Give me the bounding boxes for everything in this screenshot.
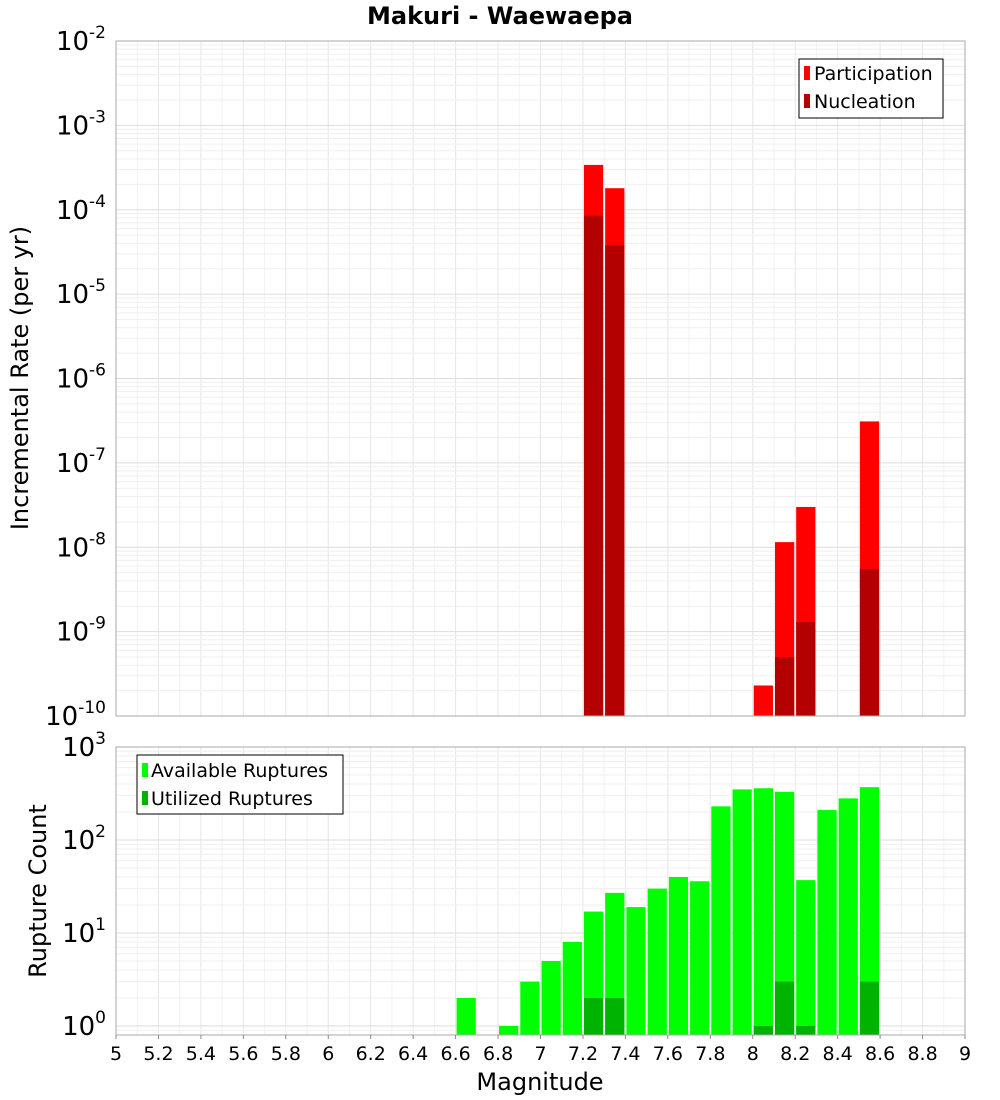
bottom-bar-available-ruptures xyxy=(774,791,795,1035)
bottom-bar-utilized-ruptures xyxy=(753,1025,773,1035)
bottom-bar-available-ruptures xyxy=(456,997,476,1035)
top-bar-nucleation xyxy=(583,215,604,717)
bottom-y-tick-label: 102 xyxy=(62,822,106,856)
available-ruptures-legend-swatch xyxy=(142,763,148,777)
top-bar-nucleation xyxy=(796,622,816,716)
top-bar-participation xyxy=(753,685,773,716)
utilized-ruptures-legend-label: Utilized Ruptures xyxy=(151,788,313,810)
bottom-bar-available-ruptures xyxy=(817,810,837,1035)
bottom-y-tick-label: 100 xyxy=(62,1008,106,1042)
top-y-tick-label: 10-9 xyxy=(56,614,106,648)
bottom-legend-box xyxy=(136,754,344,815)
bottom-bar-available-ruptures xyxy=(499,1025,519,1035)
bottom-bars xyxy=(456,787,880,1035)
participation-legend-swatch xyxy=(804,66,810,80)
x-tick-label: 9 xyxy=(959,1043,971,1065)
top-y-tick-label: 10-5 xyxy=(56,276,106,310)
top-y-tick-label: 10-6 xyxy=(56,361,106,395)
x-tick-label: 6.6 xyxy=(440,1043,470,1065)
top-bar-nucleation xyxy=(774,657,795,716)
x-tick-label: 5.6 xyxy=(228,1043,258,1065)
x-tick-label: 8.4 xyxy=(823,1043,853,1065)
x-tick-label: 8 xyxy=(747,1043,759,1065)
bottom-bar-available-ruptures xyxy=(647,888,667,1035)
top-y-tick-label: 10-7 xyxy=(56,445,106,479)
bottom-bar-utilized-ruptures xyxy=(796,1025,816,1035)
top-bar-nucleation xyxy=(605,245,625,717)
bottom-bar-available-ruptures xyxy=(626,907,646,1035)
bottom-y-tick-label: 103 xyxy=(62,729,106,763)
bottom-bar-utilized-ruptures xyxy=(859,981,880,1035)
nucleation-legend-label: Nucleation xyxy=(814,91,916,113)
top-grid xyxy=(115,40,966,717)
top-bar-nucleation xyxy=(859,569,880,716)
x-tick-label: 5.2 xyxy=(143,1043,173,1065)
x-tick-label: 7.8 xyxy=(695,1043,725,1065)
utilized-ruptures-legend-swatch xyxy=(142,791,148,805)
top-bars xyxy=(583,164,880,717)
top-y-tick-label: 10-8 xyxy=(56,529,106,563)
x-tick-label: 7.2 xyxy=(568,1043,598,1065)
top-legend-box xyxy=(798,58,944,119)
bottom-y-ticks: 100 101 102 103 xyxy=(62,729,106,1042)
bottom-bar-available-ruptures xyxy=(541,960,561,1035)
top-y-axis-label: Incremental Rate (per yr) xyxy=(6,226,34,530)
bottom-bar-available-ruptures xyxy=(711,806,731,1035)
x-ticks: 5 5.2 5.4 5.6 5.8 6 6.2 6.4 6.6 6.8 7 7.2 7.4 7.6 7.8 8… xyxy=(110,1035,971,1065)
top-panel: 10-10 10-9 10-8 10-7 10-6 10-5 10-4 10-3 10-2 In… xyxy=(6,23,966,732)
chart-title: Makuri - Waewaepa xyxy=(367,2,633,30)
bottom-y-axis-label: Rupture Count xyxy=(24,804,52,978)
bottom-bar-utilized-ruptures xyxy=(605,997,625,1035)
x-tick-label: 8.6 xyxy=(865,1043,895,1065)
bottom-bar-utilized-ruptures xyxy=(774,981,795,1035)
x-tick-label: 7 xyxy=(534,1043,546,1065)
bottom-bar-available-ruptures xyxy=(838,798,858,1035)
x-tick-label: 6 xyxy=(322,1043,334,1065)
x-tick-label: 8.2 xyxy=(780,1043,810,1065)
bottom-bar-available-ruptures xyxy=(520,981,540,1035)
bottom-bar-available-ruptures xyxy=(753,788,773,1035)
top-legend: Participation Nucleation xyxy=(798,58,944,119)
x-tick-label: 5.4 xyxy=(186,1043,216,1065)
x-tick-label: 6.2 xyxy=(356,1043,386,1065)
top-y-tick-label: 10-2 xyxy=(56,23,106,57)
top-plot-border xyxy=(115,40,966,717)
top-y-ticks: 10-10 10-9 10-8 10-7 10-6 10-5 10-4 10-3 10-2 xyxy=(45,23,106,732)
bottom-panel: 100 101 102 103 Rupture Count Available Rup… xyxy=(24,729,971,1096)
bottom-bar-available-ruptures xyxy=(562,942,582,1035)
x-axis-label: Magnitude xyxy=(476,1068,603,1096)
x-tick-label: 7.6 xyxy=(653,1043,683,1065)
x-tick-label: 6.8 xyxy=(483,1043,513,1065)
bottom-bar-utilized-ruptures xyxy=(583,997,604,1035)
x-tick-label: 7.4 xyxy=(610,1043,640,1065)
x-tick-label: 8.8 xyxy=(907,1043,937,1065)
bottom-legend: Available Ruptures Utilized Ruptures xyxy=(136,754,344,815)
bottom-bar-available-ruptures xyxy=(668,877,689,1035)
bottom-bar-available-ruptures xyxy=(732,789,752,1035)
top-y-tick-label: 10-10 xyxy=(45,698,106,732)
nucleation-legend-swatch xyxy=(804,94,810,108)
available-ruptures-legend-label: Available Ruptures xyxy=(151,760,328,782)
bottom-bar-available-ruptures xyxy=(690,881,710,1035)
participation-legend-label: Participation xyxy=(814,63,933,85)
x-tick-label: 5 xyxy=(110,1043,122,1065)
x-tick-label: 6.4 xyxy=(398,1043,428,1065)
x-tick-label: 5.8 xyxy=(271,1043,301,1065)
bottom-bar-available-ruptures xyxy=(859,787,880,1035)
bottom-bar-available-ruptures xyxy=(796,880,816,1035)
top-y-tick-label: 10-3 xyxy=(56,107,106,141)
top-y-tick-label: 10-4 xyxy=(56,192,106,226)
bottom-y-tick-label: 101 xyxy=(62,915,106,949)
